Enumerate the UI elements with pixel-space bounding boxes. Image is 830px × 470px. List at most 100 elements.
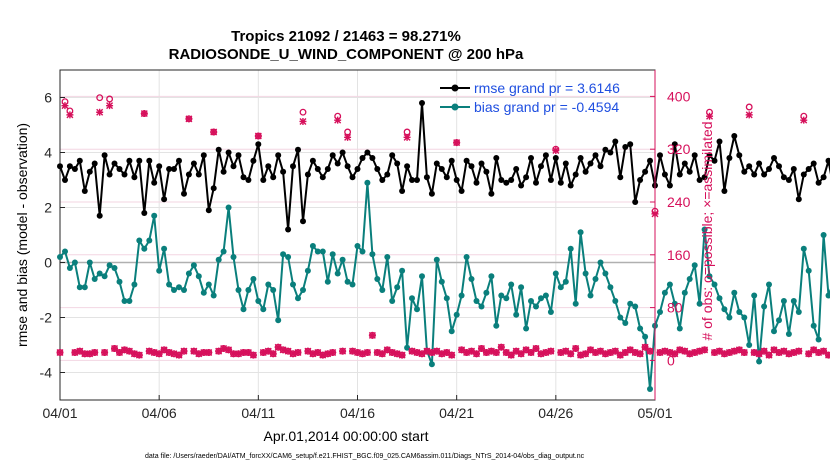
bias-point bbox=[780, 298, 787, 304]
bias-point bbox=[622, 320, 629, 326]
obs_assimilated-point bbox=[71, 348, 79, 356]
obs_assimilated-point bbox=[765, 351, 773, 359]
rmse-point bbox=[647, 157, 653, 164]
obs_assimilated-point bbox=[66, 111, 74, 119]
obs_assimilated-point bbox=[349, 347, 357, 355]
obs_assimilated-point bbox=[507, 351, 515, 359]
rmse-point bbox=[156, 163, 163, 170]
bias-point bbox=[156, 267, 163, 274]
bias-point bbox=[592, 276, 599, 282]
bias-point bbox=[146, 237, 153, 244]
bias-point bbox=[567, 245, 574, 252]
obs_assimilated-point bbox=[140, 110, 148, 118]
rmse-point bbox=[562, 160, 569, 167]
bias-point bbox=[136, 237, 143, 244]
rmse-point bbox=[731, 133, 738, 139]
bias-point bbox=[542, 292, 549, 299]
bias-point bbox=[210, 292, 217, 299]
bias-point bbox=[176, 284, 182, 291]
obs_assimilated-point bbox=[795, 347, 803, 355]
rmse-point bbox=[185, 171, 192, 178]
obs_assimilated-point bbox=[408, 347, 416, 355]
bias-point bbox=[785, 331, 792, 337]
rmse-point bbox=[815, 179, 822, 186]
obs_assimilated-point bbox=[368, 331, 376, 339]
bias-point bbox=[642, 333, 649, 340]
rmse-point bbox=[567, 182, 574, 189]
obs_assimilated-point bbox=[552, 147, 560, 155]
obs_assimilated-point bbox=[810, 346, 818, 354]
legend-bias-marker bbox=[451, 103, 459, 111]
rmse-point bbox=[62, 177, 68, 183]
obs_assimilated-point bbox=[284, 347, 292, 355]
bias-point bbox=[57, 254, 63, 260]
obs_assimilated-point bbox=[403, 133, 411, 141]
series-group bbox=[56, 94, 830, 392]
x-tick-label: 04/11 bbox=[241, 405, 275, 421]
obs_assimilated-point bbox=[398, 351, 406, 359]
rmse-point bbox=[181, 190, 187, 197]
rmse-point bbox=[240, 174, 247, 181]
bias-point bbox=[766, 281, 772, 288]
bias-point bbox=[761, 303, 768, 310]
bias-point bbox=[666, 281, 673, 288]
obs_assimilated-point bbox=[577, 351, 585, 359]
bias-point bbox=[141, 245, 148, 252]
rmse-point bbox=[448, 157, 455, 164]
obs_assimilated-point bbox=[666, 348, 674, 356]
y-tick-label-left: -4 bbox=[40, 365, 53, 381]
bias-point bbox=[71, 259, 78, 266]
bias-point bbox=[508, 281, 515, 288]
bias-point bbox=[161, 245, 168, 252]
obs_assimilated-point bbox=[239, 348, 247, 356]
bias-point bbox=[726, 314, 733, 321]
bias-point bbox=[265, 281, 272, 288]
bias-point bbox=[394, 284, 401, 291]
obs_assimilated-point bbox=[482, 348, 490, 356]
bias-point bbox=[374, 276, 381, 282]
rmse-point bbox=[681, 160, 688, 167]
rmse-point bbox=[691, 152, 698, 159]
rmse-point bbox=[428, 190, 435, 197]
rmse-point bbox=[533, 179, 539, 186]
rmse-point bbox=[309, 157, 316, 164]
rmse-point bbox=[255, 141, 262, 148]
obs_assimilated-point bbox=[259, 348, 267, 356]
obs_assimilated-point bbox=[701, 346, 709, 354]
bias-point bbox=[448, 328, 455, 335]
bias-point bbox=[190, 262, 197, 269]
bias-point bbox=[438, 278, 445, 285]
obs_assimilated-point bbox=[636, 350, 644, 358]
obs_assimilated-point bbox=[215, 347, 223, 355]
obs_assimilated-point bbox=[587, 346, 595, 354]
y-tick-label-right: 160 bbox=[667, 247, 691, 263]
bias-point bbox=[503, 295, 510, 302]
rmse-point bbox=[766, 166, 772, 172]
obs_assimilated-point bbox=[805, 350, 813, 358]
rmse-point bbox=[473, 179, 480, 186]
obs_assimilated-point bbox=[785, 350, 793, 358]
bias-point bbox=[185, 270, 192, 277]
bias-point bbox=[295, 295, 301, 302]
bias-point bbox=[399, 267, 406, 274]
rmse-point bbox=[825, 157, 830, 164]
bias-point bbox=[701, 226, 708, 233]
bias-point bbox=[751, 292, 758, 299]
bias-point bbox=[76, 284, 83, 291]
obs_assimilated-point bbox=[264, 347, 272, 355]
obs_assimilated-point bbox=[135, 351, 143, 359]
rmse-point bbox=[205, 207, 212, 214]
obs_assimilated-point bbox=[567, 350, 575, 358]
rmse-point bbox=[433, 160, 440, 167]
bias-point bbox=[746, 342, 753, 348]
rmse-point bbox=[503, 179, 510, 186]
obs_assimilated-point bbox=[572, 345, 580, 353]
y-tick-label-right: 0 bbox=[667, 352, 675, 368]
bias-point bbox=[607, 284, 614, 291]
bias-point bbox=[552, 270, 559, 277]
bias-point bbox=[131, 281, 138, 288]
y-tick-label-right: 320 bbox=[667, 141, 691, 157]
rmse-point bbox=[458, 188, 465, 194]
bias-point bbox=[612, 298, 619, 304]
